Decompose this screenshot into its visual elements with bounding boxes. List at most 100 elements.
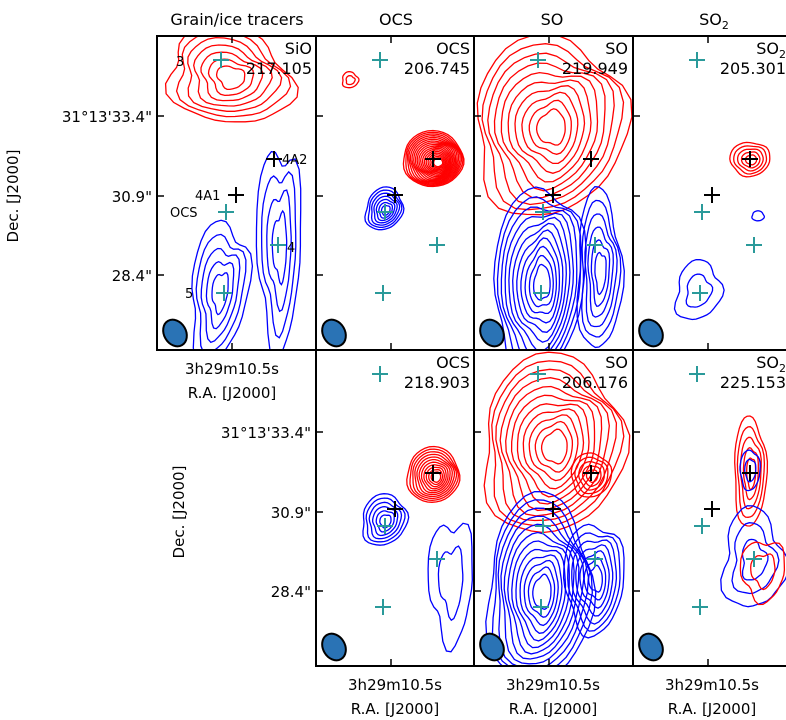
- sio-red-contour-level-5: [200, 51, 264, 102]
- so2-blue-contour-east-level-7: [587, 564, 603, 593]
- beam-ellipse: [162, 318, 188, 348]
- freq-so2-1: 205.301: [720, 59, 786, 78]
- source-marker-4a2: [266, 151, 282, 167]
- source-label-4a1: 4A1: [195, 189, 220, 204]
- ocs1-red-contour-level-10: [418, 145, 453, 178]
- so2-red-contour-level-6: [510, 394, 596, 505]
- xlabel-r2c3: R.A. [J2000]: [509, 700, 598, 718]
- ocs2-blue-contour-level-1: [362, 493, 410, 546]
- so1-red-contour-level-9: [528, 99, 572, 155]
- ylabel-row1: Dec. [J2000]: [4, 150, 22, 243]
- so1-blue-contour-west-level-9: [524, 245, 558, 315]
- ocs1-red-contour-level-2: [405, 131, 464, 187]
- source-marker-4: [270, 237, 286, 253]
- so22-red-contour-level-1: [734, 415, 769, 527]
- so22-red-contour-level-2: [736, 426, 766, 518]
- sio-blue-contour-east-level-1: [255, 150, 302, 350]
- beam-ellipse: [638, 632, 664, 662]
- source-marker-4a1: [704, 501, 720, 517]
- column-title-so: SO: [541, 10, 564, 29]
- ytick-top-row2: 31°13'33.4": [221, 424, 311, 442]
- so1-red-contour-level-7: [514, 85, 586, 174]
- ocs1-red-contour-level-6: [411, 138, 458, 182]
- ocs1-red-contour-level-7: [413, 140, 457, 181]
- ocs1-red-contour-level-4: [408, 135, 461, 184]
- label-ocs-1: OCS: [436, 39, 470, 58]
- ocs1-red-knot-level-1: [341, 71, 360, 89]
- source-marker-ocs: [377, 204, 393, 220]
- source-marker-4a1: [228, 187, 244, 203]
- label-so2-1: SO2: [756, 39, 786, 61]
- ylabel-row2: Dec. [J2000]: [170, 466, 188, 559]
- so2-red-contour-level-10: [534, 420, 574, 473]
- so1-blue-contour-east-level-2: [581, 199, 622, 338]
- so2-blue-contour-west-level-9: [519, 554, 563, 634]
- source-marker-4a2: [742, 151, 758, 167]
- sio-blue-contour-east-level-3: [266, 189, 292, 313]
- so1-blue-contour-west-level-3: [500, 206, 578, 350]
- so22-red-contour-south-level-1: [739, 541, 786, 606]
- so2-red-contour-level-2: [491, 360, 625, 527]
- so2-blue-contour-west-level-10: [523, 559, 559, 627]
- ocs2-red-contour-level-2: [409, 448, 460, 502]
- xtick-r2c2: 3h29m10.5s: [348, 676, 442, 694]
- freq-so-1: 219.949: [562, 59, 628, 78]
- source-label-3: 3: [176, 55, 184, 70]
- source-marker-ocs: [535, 518, 551, 534]
- so2-red-contour-level-8: [522, 408, 585, 490]
- so2-red-knot-level-1: [570, 452, 613, 498]
- sio-blue-contour-west-level-5: [211, 272, 229, 316]
- so1-red-contour-level-4: [493, 62, 606, 199]
- beam-ellipse: [321, 318, 347, 348]
- source-marker-5: [375, 599, 391, 615]
- source-marker-5: [692, 285, 708, 301]
- sio-red-contour-level-4: [193, 44, 273, 107]
- ocs1-red-knot-level-2: [345, 75, 356, 86]
- so1-blue-contour-west-level-8: [520, 237, 561, 324]
- freq-so2-2: 225.153: [720, 373, 786, 392]
- panel-ocs-218: [321, 366, 473, 662]
- sio-red-contour-level-6: [207, 58, 255, 97]
- source-label-5: 5: [185, 287, 193, 302]
- ocs1-red-contour-level-14: [425, 150, 448, 172]
- source-marker-ocs: [694, 204, 710, 220]
- source-marker-3: [372, 52, 388, 68]
- freq-so-2: 206.176: [562, 373, 628, 392]
- so1-blue-contour-west-level-6: [512, 222, 567, 343]
- source-label-4a2: 4A2: [282, 153, 307, 168]
- xlabel-r2c4: R.A. [J2000]: [668, 700, 757, 718]
- so21-blue-knot-level-1: [751, 210, 766, 222]
- ocs2-blue-contour-east-level-1: [427, 522, 473, 653]
- so2-blue-contour-west-level-5: [503, 523, 580, 660]
- ocs1-red-contour-level-15: [427, 152, 447, 171]
- source-label-ocs: OCS: [170, 206, 198, 221]
- source-marker-3: [689, 366, 705, 382]
- ocs2-red-contour-level-8: [423, 464, 447, 490]
- so1-red-contour-level-8: [521, 91, 579, 165]
- so2-blue-contour-west-level-2: [491, 499, 593, 666]
- beam-ellipse: [321, 632, 347, 662]
- so2-blue-contour-east-level-5: [579, 550, 610, 609]
- source-label-4: 4: [287, 241, 295, 256]
- ocs2-blue-contour-level-2: [365, 497, 406, 543]
- ocs1-red-contour-level-17: [431, 155, 445, 169]
- source-marker-4a2: [425, 151, 441, 167]
- source-marker-ocs: [535, 204, 551, 220]
- ocs1-blue-contour-level-2: [367, 189, 403, 229]
- source-marker-4a2: [583, 151, 599, 167]
- source-marker-4: [746, 237, 762, 253]
- source-marker-4a2: [583, 465, 599, 481]
- sio-red-contour-level-7: [215, 65, 246, 91]
- source-marker-5: [692, 599, 708, 615]
- panel-sio-217: [162, 36, 302, 350]
- so2-red-knot-level-3: [578, 460, 605, 491]
- ocs1-red-contour-level-5: [409, 136, 460, 183]
- ocs1-red-contour-level-1: [402, 129, 465, 188]
- source-marker-5: [533, 599, 549, 615]
- source-marker-4a1: [545, 501, 561, 517]
- panel-ocs-206: [321, 52, 465, 348]
- so2-blue-contour-east-level-4: [575, 544, 614, 617]
- label-so-2: SO: [605, 353, 628, 372]
- so2-blue-contour-west-level-1: [485, 491, 597, 666]
